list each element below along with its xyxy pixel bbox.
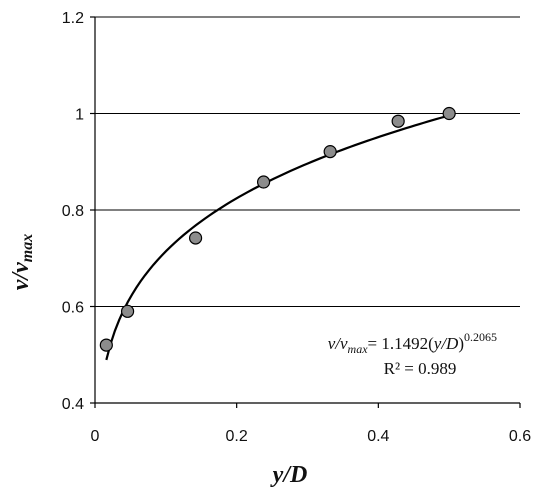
data-point <box>120 304 135 318</box>
x-tick-label: 0.4 <box>367 428 389 445</box>
y-axis-title-main: v/v <box>8 262 34 290</box>
r-squared: R² = 0.989 <box>384 359 457 378</box>
x-tick-label: 0 <box>91 428 100 445</box>
fit-equation: v/vmax= 1.1492(y/D)0.2065 <box>328 330 497 356</box>
equation-lhs-sub: max <box>348 342 369 356</box>
y-tick-label: 1.2 <box>62 10 84 27</box>
y-tick-label: 0.4 <box>62 396 84 413</box>
y-axis-title-sub: max <box>19 234 36 262</box>
equation-lhs: v/v <box>328 334 348 353</box>
data-point <box>442 106 456 121</box>
grid-lines <box>95 16 520 307</box>
data-point <box>391 114 405 128</box>
equation-exponent: 0.2065 <box>464 330 497 344</box>
equation-var: y/D <box>432 334 459 353</box>
equation-close: ) <box>458 334 464 353</box>
x-tick-label: 0.6 <box>509 428 531 445</box>
y-axis-title: v/vmax <box>8 234 36 290</box>
data-point <box>99 338 113 352</box>
ticks <box>90 16 521 408</box>
y-tick-label: 1 <box>75 107 84 124</box>
y-tick-label: 0.8 <box>62 203 84 220</box>
data-point <box>323 145 337 159</box>
data-points <box>99 106 456 352</box>
tick-labels: 0.4 0.6 0.8 1 1.2 0 0.2 0.4 0.6 <box>62 10 531 445</box>
equation-mid: = 1.1492( <box>368 334 435 353</box>
x-tick-label: 0.2 <box>226 428 248 445</box>
x-axis-title: y/D <box>270 462 308 488</box>
y-tick-label: 0.6 <box>62 300 84 317</box>
data-point <box>188 231 203 245</box>
fit-curve <box>105 114 450 361</box>
data-point <box>256 175 271 189</box>
